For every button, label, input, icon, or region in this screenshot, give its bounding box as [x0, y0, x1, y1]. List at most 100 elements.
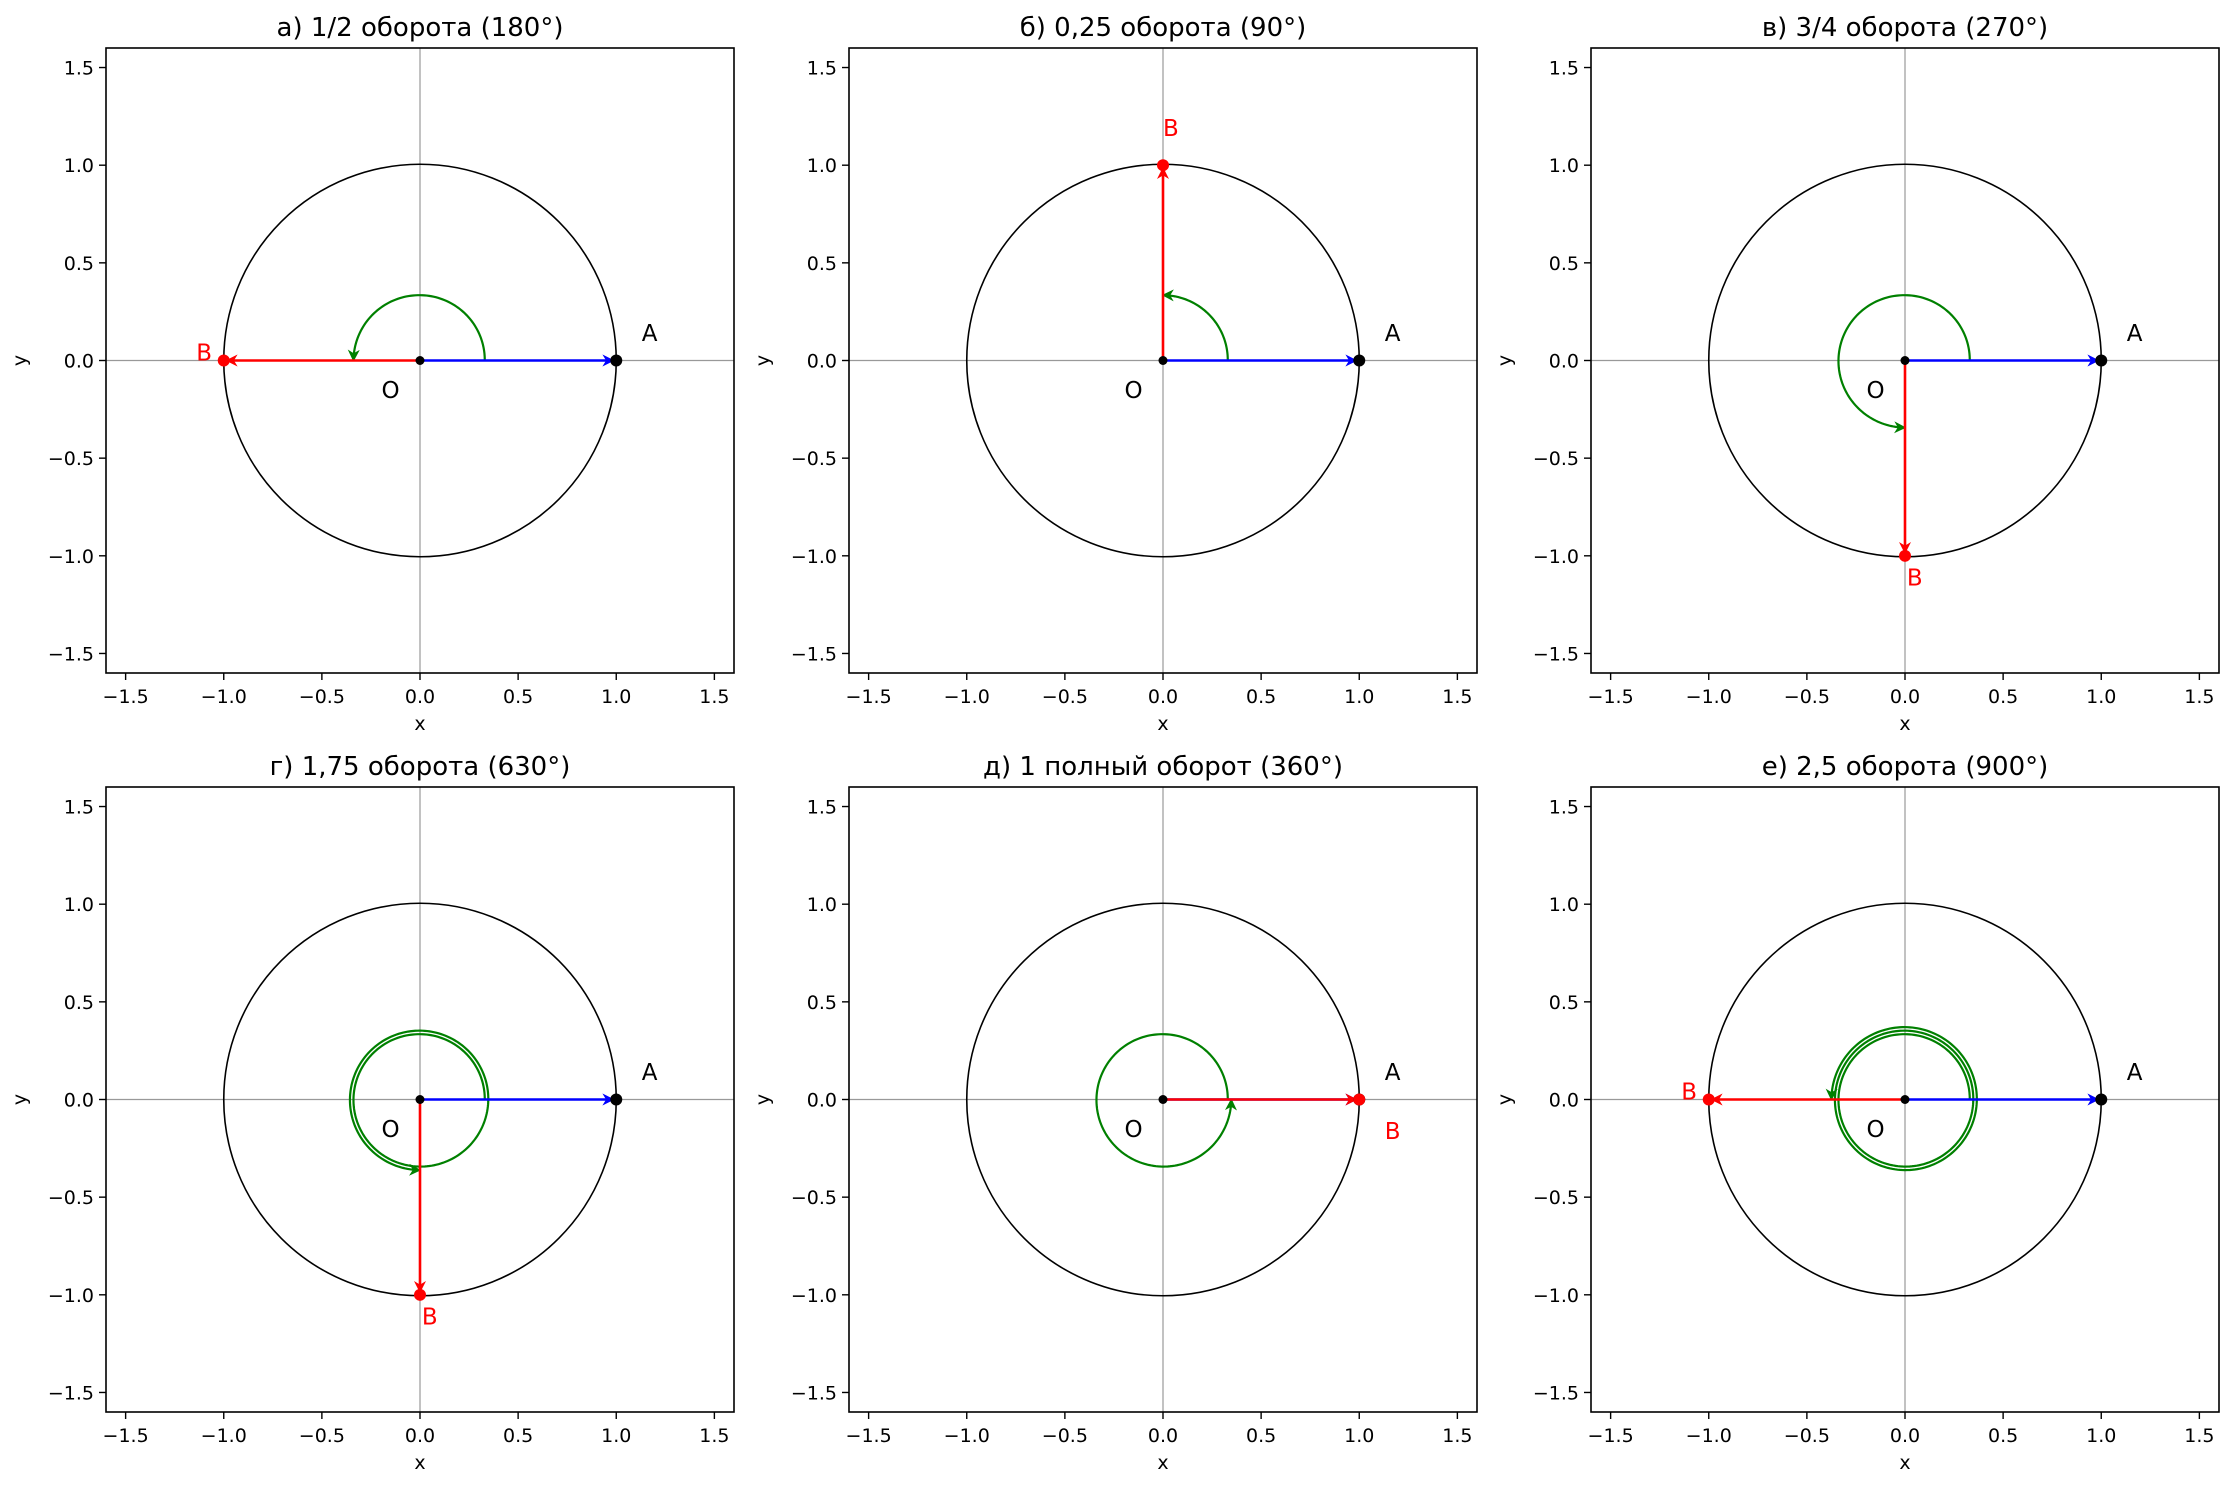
chart-title: г) 1,75 оборота (630°) — [270, 752, 571, 782]
y-axis-label: y — [1494, 355, 1516, 366]
point-b — [1702, 1093, 1715, 1106]
y-tick-label: 0.5 — [807, 992, 837, 1014]
point-b — [1353, 1093, 1366, 1106]
y-tick-label: 1.0 — [64, 894, 94, 916]
y-axis-label: y — [752, 1094, 774, 1105]
y-tick-label: 1.0 — [807, 894, 837, 916]
y-tick-label: 0.0 — [1549, 1090, 1579, 1112]
label-o: O — [382, 1117, 400, 1143]
x-tick-label: 0.5 — [503, 686, 533, 708]
x-axis-label: x — [1899, 1452, 1910, 1474]
x-tick-label: −0.5 — [1784, 686, 1830, 708]
x-tick-label: 0.5 — [503, 1425, 533, 1447]
y-tick-label: 0.0 — [64, 1090, 94, 1112]
x-tick-label: 1.0 — [2086, 686, 2116, 708]
x-tick-label: −0.5 — [1042, 1425, 1088, 1447]
x-tick-label: −1.5 — [1588, 686, 1634, 708]
chart-title: б) 0,25 оборота (90°) — [1020, 13, 1307, 43]
y-tick-label: 0.5 — [1549, 253, 1579, 275]
label-b: B — [1163, 116, 1179, 142]
chart-title: в) 3/4 оборота (270°) — [1762, 13, 2048, 43]
point-o — [1900, 1095, 1910, 1104]
y-tick-label: −1.5 — [791, 1382, 837, 1404]
x-tick-label: 0.0 — [405, 1425, 435, 1447]
x-axis-label: x — [414, 713, 425, 735]
point-o — [1900, 356, 1910, 365]
chart-title: а) 1/2 оборота (180°) — [277, 13, 564, 43]
x-tick-label: −1.5 — [103, 1425, 149, 1447]
y-tick-label: −0.5 — [791, 448, 837, 470]
label-a: A — [1385, 1060, 1401, 1086]
y-tick-label: 0.5 — [64, 992, 94, 1014]
x-tick-label: 0.5 — [1988, 1425, 2018, 1447]
x-axis-label: x — [1899, 713, 1910, 735]
y-tick-label: −1.0 — [48, 546, 94, 568]
point-o — [415, 356, 425, 365]
x-tick-label: −1.0 — [944, 686, 990, 708]
point-a — [2095, 354, 2108, 367]
chart-panel-3: O A B −1.5 −1.5 −1.0 −1.0 −0.5 −0.5 0.0 0.0 0.5 0.5 1… — [1494, 13, 2220, 735]
label-b: B — [422, 1304, 438, 1330]
y-tick-label: −1.5 — [1533, 643, 1579, 665]
y-axis-label: y — [9, 355, 31, 366]
x-tick-label: 1.5 — [2184, 1425, 2214, 1447]
y-tick-label: −1.5 — [48, 1382, 94, 1404]
y-tick-label: 1.5 — [64, 58, 94, 80]
chart-panel-6: O A B −1.5 −1.5 −1.0 −1.0 −0.5 −0.5 0.0 0.0 0.5 0.5 1… — [1494, 752, 2220, 1474]
x-tick-label: −0.5 — [299, 686, 345, 708]
x-tick-label: −1.0 — [201, 686, 247, 708]
label-o: O — [1125, 1117, 1143, 1143]
x-tick-label: 0.5 — [1246, 1425, 1276, 1447]
label-a: A — [2127, 1060, 2143, 1086]
y-tick-label: −0.5 — [1533, 1187, 1579, 1209]
y-tick-label: 0.5 — [1549, 992, 1579, 1014]
x-tick-label: 1.5 — [1442, 686, 1472, 708]
point-o — [415, 1095, 425, 1104]
x-tick-label: 1.5 — [699, 1425, 729, 1447]
y-tick-label: −1.0 — [791, 1285, 837, 1307]
x-tick-label: −0.5 — [1042, 686, 1088, 708]
y-tick-label: 0.0 — [1549, 351, 1579, 373]
y-tick-label: −0.5 — [48, 448, 94, 470]
point-a — [610, 1093, 623, 1106]
point-a — [610, 354, 623, 367]
rotation-arc — [1095, 1033, 1237, 1168]
x-tick-label: −0.5 — [1784, 1425, 1830, 1447]
y-tick-label: 1.5 — [64, 797, 94, 819]
y-tick-label: 0.5 — [807, 253, 837, 275]
y-tick-label: 1.0 — [807, 155, 837, 177]
point-a — [1353, 354, 1366, 367]
x-tick-label: 0.0 — [1890, 686, 1920, 708]
label-a: A — [642, 1060, 658, 1086]
y-tick-label: −1.5 — [48, 643, 94, 665]
x-tick-label: −1.0 — [944, 1425, 990, 1447]
y-tick-label: 0.0 — [807, 351, 837, 373]
y-tick-label: −1.5 — [791, 643, 837, 665]
x-tick-label: 0.0 — [1148, 1425, 1178, 1447]
x-tick-label: −1.5 — [846, 686, 892, 708]
y-tick-label: −1.5 — [1533, 1382, 1579, 1404]
x-tick-label: 0.0 — [1148, 686, 1178, 708]
chart-title: е) 2,5 оборота (900°) — [1762, 752, 2049, 782]
y-tick-label: 1.0 — [1549, 155, 1579, 177]
y-tick-label: −1.0 — [791, 546, 837, 568]
label-b: B — [1385, 1119, 1401, 1145]
x-axis-label: x — [1157, 713, 1168, 735]
chart-title: д) 1 полный оборот (360°) — [983, 752, 1343, 782]
y-axis-label: y — [1494, 1094, 1516, 1105]
label-o: O — [1125, 378, 1143, 404]
y-tick-label: −1.0 — [1533, 546, 1579, 568]
x-tick-label: −1.0 — [201, 1425, 247, 1447]
y-tick-label: 0.0 — [64, 351, 94, 373]
label-b: B — [1907, 565, 1923, 591]
point-o — [1158, 1095, 1168, 1104]
y-tick-label: 1.5 — [1549, 797, 1579, 819]
point-a — [2095, 1093, 2108, 1106]
label-b: B — [1681, 1080, 1697, 1106]
x-tick-label: 0.0 — [1890, 1425, 1920, 1447]
point-b — [414, 1288, 426, 1301]
y-tick-label: 0.5 — [64, 253, 94, 275]
y-tick-label: −1.0 — [1533, 1285, 1579, 1307]
x-tick-label: 1.0 — [601, 686, 631, 708]
label-o: O — [1867, 378, 1885, 404]
